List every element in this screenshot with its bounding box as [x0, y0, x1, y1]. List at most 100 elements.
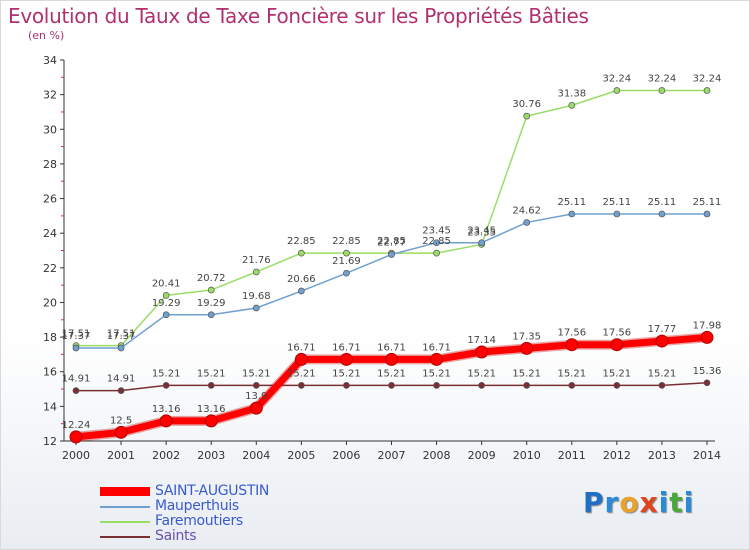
data-point — [72, 344, 80, 352]
x-tick-label: 2008 — [423, 449, 451, 462]
data-label: 32.24 — [693, 73, 722, 84]
data-point — [658, 210, 666, 218]
data-label: 19.29 — [197, 298, 226, 309]
y-tick-label: 30 — [43, 123, 57, 136]
data-label: 17.14 — [467, 335, 496, 346]
data-point — [703, 210, 711, 218]
y-tick-label: 24 — [43, 227, 57, 240]
data-point — [568, 102, 576, 109]
data-point — [475, 345, 489, 359]
data-point — [655, 334, 669, 348]
y-tick-label: 20 — [43, 296, 57, 309]
data-label: 20.66 — [287, 274, 316, 285]
data-point — [568, 210, 576, 218]
data-label: 14.91 — [107, 374, 136, 385]
data-point — [523, 112, 531, 120]
data-point — [207, 382, 215, 389]
data-point — [252, 268, 260, 276]
data-point — [339, 352, 353, 366]
data-label: 32.24 — [603, 73, 632, 84]
data-label: 15.21 — [377, 368, 406, 379]
data-label: 19.68 — [242, 291, 271, 302]
data-point — [207, 286, 215, 294]
logo-letter: i — [683, 486, 695, 519]
data-label: 15.36 — [693, 366, 722, 377]
x-tick-label: 2014 — [693, 449, 721, 462]
legend-swatch — [100, 536, 150, 538]
y-tick-label: 32 — [43, 89, 57, 102]
x-tick-label: 2000 — [62, 449, 90, 462]
data-point — [478, 239, 485, 247]
y-tick-label: 26 — [43, 193, 57, 206]
data-point — [72, 387, 80, 394]
data-label: 22.85 — [422, 236, 451, 247]
data-label: 15.21 — [512, 368, 541, 379]
data-label: 22.77 — [377, 237, 406, 248]
data-point — [343, 269, 350, 277]
data-label: 16.71 — [422, 342, 451, 353]
data-point — [69, 430, 83, 444]
data-point — [162, 292, 170, 299]
data-point — [433, 382, 440, 389]
data-point — [385, 352, 398, 366]
data-label: 16.71 — [377, 342, 406, 353]
data-point — [388, 382, 395, 389]
data-label: 16.71 — [287, 342, 316, 353]
data-label: 20.41 — [152, 278, 181, 289]
logo-letter: P — [583, 486, 605, 519]
data-label: 17.56 — [557, 328, 586, 339]
x-tick-label: 2013 — [648, 449, 676, 462]
data-point — [298, 382, 305, 389]
data-point — [478, 382, 485, 389]
data-label: 15.21 — [603, 368, 632, 379]
data-point — [114, 425, 128, 439]
data-label: 17.51 — [62, 329, 91, 340]
data-label: 24.62 — [512, 205, 541, 216]
x-tick-label: 2011 — [558, 449, 586, 462]
x-tick-label: 2006 — [332, 449, 360, 462]
x-tick-label: 2010 — [513, 449, 541, 462]
x-tick-label: 2001 — [107, 449, 135, 462]
data-label: 32.24 — [648, 73, 677, 84]
data-point — [298, 249, 305, 257]
data-label: 17.51 — [107, 329, 136, 340]
data-label: 15.21 — [332, 368, 361, 379]
data-point — [162, 382, 170, 389]
data-label: 22.85 — [377, 236, 406, 247]
data-point — [204, 414, 218, 428]
y-tick-label: 14 — [43, 400, 57, 413]
data-label: 23.35 — [467, 227, 496, 238]
y-tick-label: 16 — [43, 366, 57, 379]
data-label: 15.21 — [242, 368, 271, 379]
legend-label: Saints — [155, 528, 197, 544]
data-point — [703, 379, 711, 387]
data-point — [294, 352, 308, 366]
legend-swatch — [100, 487, 150, 496]
data-point — [613, 210, 621, 218]
y-tick-label: 34 — [43, 54, 57, 67]
data-point — [610, 338, 624, 352]
data-point — [430, 352, 444, 366]
chart-title: Evolution du Taux de Taxe Foncière sur l… — [8, 4, 589, 28]
legend-swatch — [100, 521, 150, 523]
data-point — [162, 311, 170, 319]
data-label: 23.45 — [467, 226, 496, 237]
data-label: 21.76 — [242, 255, 271, 266]
data-label: 31.38 — [557, 88, 586, 99]
data-label: 17.37 — [62, 331, 91, 342]
x-tick-label: 2005 — [287, 449, 315, 462]
x-tick-label: 2003 — [197, 449, 225, 462]
data-label: 14.91 — [62, 374, 91, 385]
data-label: 15.21 — [557, 368, 586, 379]
data-label: 19.29 — [152, 298, 181, 309]
data-point — [700, 330, 714, 344]
data-point — [658, 382, 666, 389]
logo-letter: r — [604, 486, 620, 519]
data-label: 25.11 — [693, 197, 722, 208]
data-label: 22.85 — [287, 236, 316, 247]
chart-unit: (en %) — [28, 29, 65, 42]
x-tick-label: 2007 — [378, 449, 406, 462]
data-point — [252, 304, 260, 312]
